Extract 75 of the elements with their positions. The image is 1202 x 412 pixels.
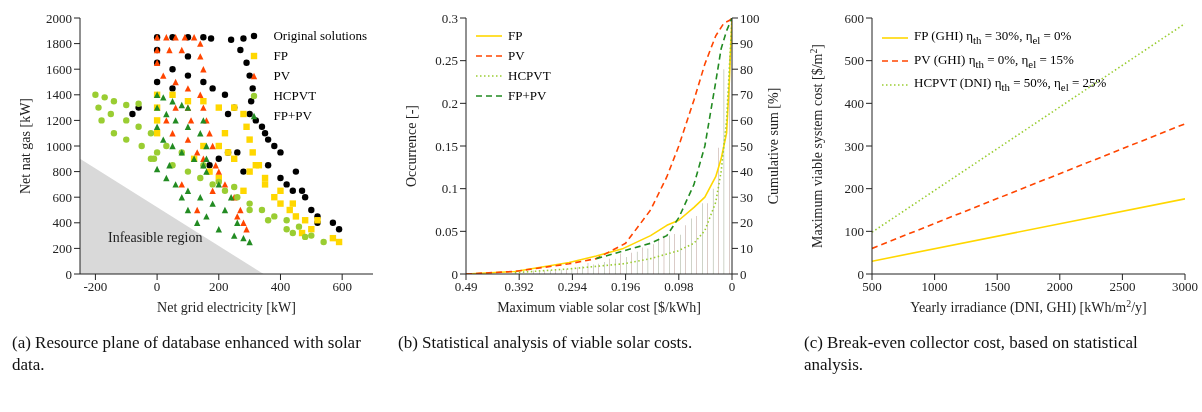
y2-tick-label: 60 — [740, 113, 753, 129]
y2-tick-label: 20 — [740, 215, 753, 231]
y2-tick-label: 30 — [740, 189, 753, 205]
y-tick-label: 1200 — [46, 113, 72, 129]
y-tick-label: 0 — [857, 266, 864, 282]
y-tick-label: 400 — [844, 95, 864, 111]
x-tick-label: 200 — [209, 279, 229, 295]
legend-label: Original solutions — [273, 27, 367, 45]
legend-label: FP (GHI) η$_{th}$ = 30%, η$_{el}$ = 0% — [914, 27, 1072, 48]
y2-tick-label: 70 — [740, 87, 753, 103]
y2-tick-label: 10 — [740, 241, 753, 257]
x-tick-label: 0.196 — [610, 279, 641, 295]
y-tick-label: 600 — [52, 189, 72, 205]
x-tick-label: -200 — [83, 279, 108, 295]
y2-tick-label: 50 — [740, 138, 753, 154]
y-tick-label: 100 — [844, 223, 864, 239]
y-tick-label: 0.3 — [441, 10, 458, 26]
y-tick-label: 0.15 — [435, 138, 458, 154]
legend-label: PV — [508, 47, 525, 65]
text: (a) Resource plane of database enhanced with solar data. — [11, 332, 362, 376]
y-tick-label: 1400 — [46, 87, 72, 103]
x-tick-label: 3000 — [1172, 279, 1198, 295]
y-tick-label: 500 — [844, 53, 864, 69]
y2-axis-title: Cumulative sum [%] — [766, 87, 781, 205]
x-axis-title: Yearly irradiance (DNI, GHI) [kWh/m$^{2}$/y] — [910, 297, 1147, 316]
y-tick-label: 200 — [844, 181, 864, 197]
legend-label: PV — [273, 67, 291, 85]
x-tick-label: 0.49 — [454, 279, 478, 295]
x-tick-label: 1500 — [984, 279, 1011, 295]
text: (b) Statistical analysis of viable solar costs. — [397, 332, 694, 354]
x-tick-label: 2000 — [1046, 279, 1073, 295]
x-tick-label: 500 — [862, 279, 882, 295]
y-tick-label: 2000 — [46, 10, 72, 26]
x-tick-label: 0 — [728, 279, 736, 295]
y-tick-label: 1600 — [46, 61, 72, 77]
x-tick-label: 2500 — [1109, 279, 1136, 295]
legend-label: HCPVT (DNI) η$_{th}$ = 50%, η$_{el}$ = 25% — [914, 74, 1107, 95]
y2-tick-label: 80 — [740, 61, 753, 77]
y-tick-label: 400 — [52, 215, 72, 231]
annotation: Infeasible region — [108, 230, 203, 246]
y2-tick-label: 40 — [740, 164, 753, 180]
x-tick-label: 0 — [153, 279, 161, 295]
x-tick-label: 0.294 — [557, 279, 588, 295]
legend-label: PV (GHI) η$_{th}$ = 0%, η$_{el}$ = 15% — [914, 50, 1074, 72]
y-tick-label: 1800 — [46, 36, 72, 52]
y-tick-label: 800 — [52, 164, 72, 180]
y2-tick-label: 100 — [740, 10, 760, 26]
x-tick-label: 600 — [332, 279, 352, 295]
legend-label: FP — [508, 27, 523, 45]
y-axis-title: Net nat gas [kW] — [18, 97, 33, 195]
y-tick-label: 200 — [52, 241, 72, 257]
y-tick-label: 0.25 — [435, 53, 458, 69]
y-tick-label: 0 — [65, 266, 72, 282]
y-tick-label: 0.1 — [441, 181, 458, 197]
y-tick-label: 0.05 — [435, 223, 458, 239]
x-tick-label: 1000 — [921, 279, 948, 295]
x-tick-label: 400 — [270, 279, 291, 295]
y-axis-title: Occurrence [-] — [404, 105, 419, 187]
y-tick-label: 300 — [844, 138, 864, 154]
x-tick-label: 0.392 — [504, 279, 534, 295]
x-tick-label: 0.098 — [664, 279, 694, 295]
y-tick-label: 600 — [844, 10, 864, 26]
legend-label: HCPVT — [508, 67, 551, 85]
y-tick-label: 0.2 — [441, 95, 458, 111]
x-axis-title: Maximum viable solar cost [$/kWh] — [497, 300, 701, 315]
legend-label: HCPVT — [273, 87, 317, 105]
legend-label: FP+PV — [508, 87, 547, 105]
y2-tick-label: 90 — [740, 36, 753, 52]
text: (c) Break-even collector cost, based on statistical analysis. — [803, 332, 1139, 376]
legend-label: FP+PV — [273, 107, 312, 125]
y-tick-label: 0 — [451, 266, 458, 282]
x-axis-title: Net grid electricity [kW] — [157, 300, 296, 315]
y2-tick-label: 0 — [740, 266, 747, 282]
y-tick-label: 1000 — [46, 138, 72, 154]
legend-label: FP — [273, 47, 288, 65]
